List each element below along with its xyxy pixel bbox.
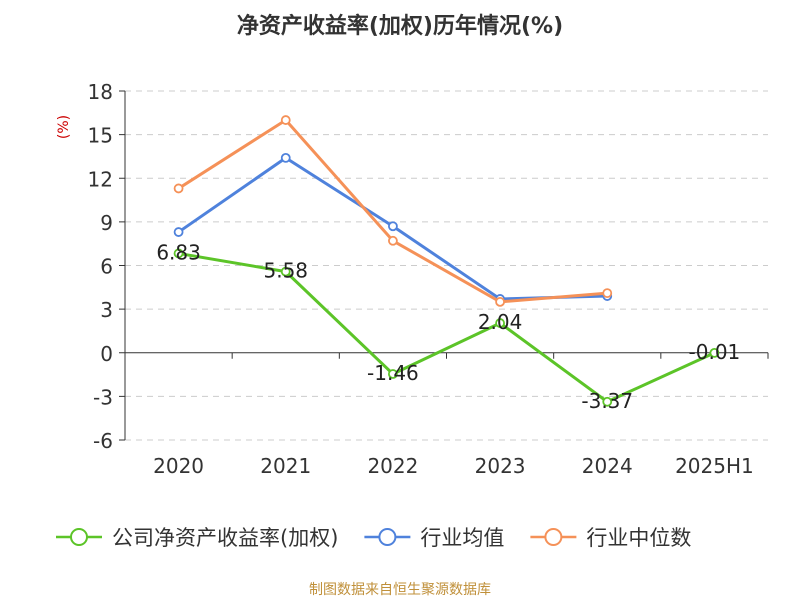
grid-lines <box>125 90 768 441</box>
data-point[interactable] <box>602 396 613 407</box>
data-label: 6.83 <box>156 240 201 264</box>
y-tick-label: 0 <box>100 342 113 366</box>
legend[interactable]: 公司净资产收益率(加权) 行业均值 行业中位数 <box>56 526 691 550</box>
x-tick-label: 2021 <box>260 454 311 478</box>
data-point[interactable] <box>280 266 291 277</box>
source-note: 制图数据来自恒生聚源数据库 <box>309 582 491 598</box>
x-tick-label: 2023 <box>475 454 526 478</box>
data-point[interactable] <box>495 296 505 307</box>
data-label: -3.37 <box>581 389 633 413</box>
data-label: 2.04 <box>478 310 523 334</box>
data-point[interactable] <box>388 235 398 246</box>
legend-marker <box>378 528 397 546</box>
y-tick-label: -3 <box>93 385 113 409</box>
data-label: -0.01 <box>689 340 741 364</box>
y-tick-label: 18 <box>88 80 113 104</box>
chart-title: 净资产收益率(加权)历年情况(%) <box>237 13 563 39</box>
data-point[interactable] <box>173 183 184 194</box>
series-lines <box>173 115 720 407</box>
x-tick-label: 2024 <box>582 454 633 478</box>
y-tick-label: 6 <box>100 255 113 279</box>
legend-label: 公司净资产收益率(加权) <box>112 526 338 550</box>
data-label: 5.58 <box>263 259 308 283</box>
data-point[interactable] <box>495 318 505 328</box>
data-point[interactable] <box>709 347 720 358</box>
x-tick-label: 2022 <box>367 454 418 478</box>
y-axis-label: (%) <box>56 115 72 139</box>
data-point[interactable] <box>388 369 398 379</box>
legend-marker <box>70 528 88 546</box>
y-tick-label: 9 <box>100 211 113 235</box>
series-line-2 <box>177 118 608 304</box>
data-labels: 6.83 5.58 -1.46 2.04 -3.37 -0.01 <box>156 240 740 412</box>
x-tick-label: 2020 <box>153 454 204 478</box>
legend-label: 行业均值 <box>420 526 504 550</box>
x-tick-label: 2025H1 <box>675 454 754 478</box>
data-point[interactable] <box>388 221 398 232</box>
legend-marker <box>544 528 563 546</box>
data-point[interactable] <box>280 115 291 125</box>
data-point[interactable] <box>173 227 184 237</box>
legend-item-1[interactable]: 行业均值 <box>364 526 504 550</box>
data-point[interactable] <box>280 152 291 163</box>
y-tick-label: 15 <box>88 124 113 148</box>
series-line-0 <box>178 251 716 404</box>
legend-label: 行业中位数 <box>586 526 691 550</box>
y-tick-label: 3 <box>100 298 113 322</box>
legend-item-0[interactable]: 公司净资产收益率(加权) <box>56 526 338 550</box>
data-point[interactable] <box>602 288 613 299</box>
y-tick-label: -6 <box>93 429 113 453</box>
data-label: -1.46 <box>367 361 419 385</box>
legend-item-2[interactable]: 行业中位数 <box>530 526 691 550</box>
axes: 18 15 12 9 6 3 0 -3 -6 2020 2021 2022 2023 2024 2025H1 <box>88 80 769 478</box>
y-tick-label: 12 <box>88 167 113 191</box>
data-point[interactable] <box>173 248 184 259</box>
